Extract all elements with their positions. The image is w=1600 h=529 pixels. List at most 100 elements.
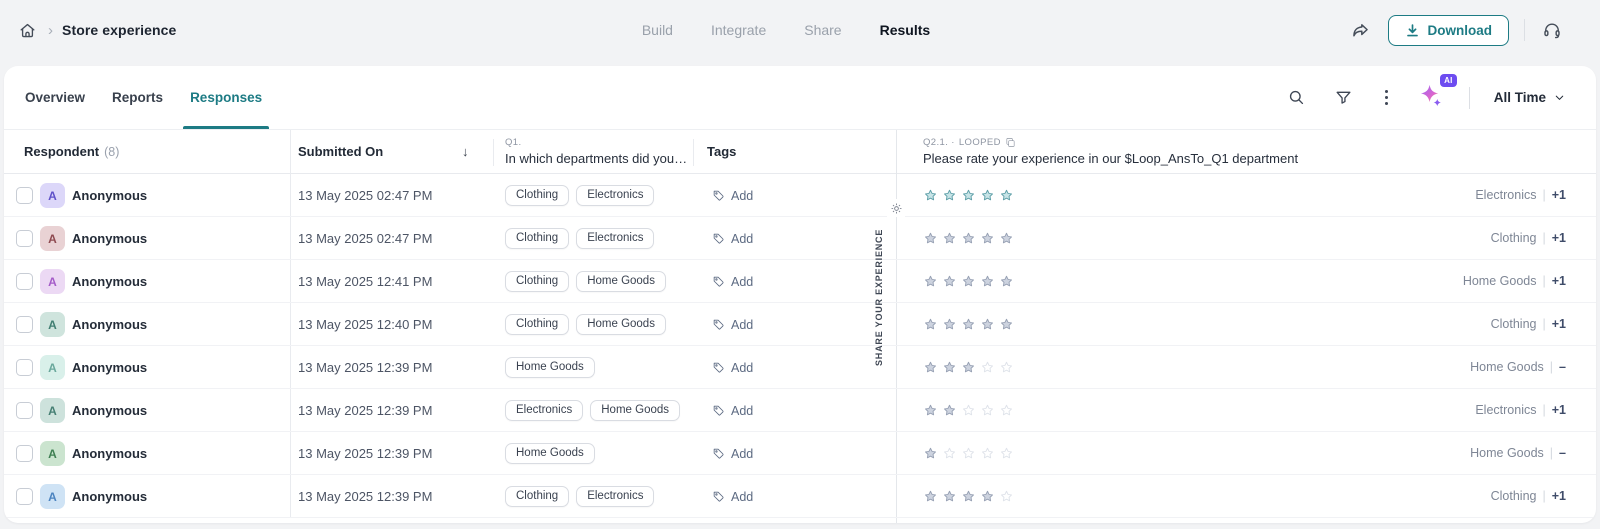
share-forward-icon — [1352, 23, 1368, 36]
star-icon — [982, 189, 993, 201]
rating-separator: | — [1542, 188, 1546, 202]
home-button[interactable] — [16, 19, 39, 42]
add-tag-button[interactable]: Add — [712, 217, 753, 260]
department-chip: Electronics — [576, 486, 655, 507]
table-row[interactable]: A Anonymous 13 May 2025 12:39 PM Electro… — [4, 389, 1596, 432]
add-tag-button[interactable]: Add — [712, 260, 753, 303]
table-row[interactable]: A Anonymous 13 May 2025 12:40 PM Clothin… — [4, 303, 1596, 346]
star-icon — [982, 361, 993, 373]
nav-results[interactable]: Results — [879, 22, 931, 38]
star-icon — [982, 232, 993, 244]
row-checkbox[interactable] — [16, 316, 33, 333]
add-tag-button[interactable]: Add — [712, 389, 753, 432]
submitted-on-value: 13 May 2025 12:39 PM — [298, 446, 433, 461]
table-row[interactable]: A Anonymous 13 May 2025 12:39 PM Home Go… — [4, 346, 1596, 389]
add-tag-button[interactable]: Add — [712, 432, 753, 475]
avatar: A — [40, 398, 65, 423]
row-checkbox[interactable] — [16, 402, 33, 419]
tag-icon — [713, 319, 724, 330]
results-card: Overview Reports Responses — [4, 66, 1596, 523]
column-divider — [493, 139, 494, 166]
star-icon — [982, 318, 993, 330]
row-checkbox[interactable] — [16, 359, 33, 376]
department-chip: Clothing — [505, 314, 570, 335]
department-chip: Home Goods — [576, 314, 666, 335]
table-row[interactable]: A Anonymous 13 May 2025 12:39 PM Home Go… — [4, 432, 1596, 475]
topbar-actions: Download — [1348, 0, 1600, 60]
support-button[interactable] — [1540, 18, 1564, 42]
rating-department: Clothing — [1490, 317, 1537, 331]
rating-department: Home Goods — [1470, 446, 1544, 460]
star-icon — [963, 189, 974, 201]
q2-question: Please rate your experience in our $Loop… — [923, 151, 1299, 166]
survey-title[interactable]: Store experience — [62, 22, 177, 38]
tag-icon — [713, 276, 724, 287]
rating-summary: Clothing | +1 — [1491, 303, 1566, 346]
avatar: A — [40, 355, 65, 380]
filter-funnel-icon — [1336, 91, 1351, 104]
tab-reports[interactable]: Reports — [112, 66, 163, 129]
tab-overview[interactable]: Overview — [25, 66, 85, 129]
avatar: A — [40, 226, 65, 251]
respondent-name: Anonymous — [72, 274, 148, 289]
row-checkbox[interactable] — [16, 230, 33, 247]
rating-summary: Home Goods | – — [1470, 346, 1566, 389]
sort-descending-icon[interactable]: ↓ — [462, 144, 469, 159]
q1-answer-chips: Home Goods — [505, 346, 595, 389]
department-chip: Clothing — [505, 486, 570, 507]
chevron-down-icon — [1555, 95, 1564, 100]
add-tag-button[interactable]: Add — [712, 475, 753, 518]
filter-button[interactable] — [1332, 86, 1355, 109]
star-icon — [982, 404, 993, 416]
table-header: Respondent (8) Submitted On ↓ Q1. In whic… — [4, 130, 1596, 174]
q1-answer-chips: Home Goods — [505, 432, 595, 475]
rating-stars — [923, 188, 1014, 203]
header-q1: Q1. In which departments did you… — [505, 137, 687, 166]
star-icon — [925, 189, 936, 201]
table-row[interactable]: A Anonymous 13 May 2025 12:41 PM Clothin… — [4, 260, 1596, 303]
header-submitted-on[interactable]: Submitted On — [298, 144, 384, 159]
nav-integrate[interactable]: Integrate — [710, 22, 767, 38]
header-q2: Q2.1. · LOOPED Please rate your experien… — [923, 137, 1298, 166]
share-survey-button[interactable] — [1348, 18, 1373, 43]
nav-share[interactable]: Share — [804, 22, 842, 38]
q1-question: In which departments did you… — [505, 151, 688, 166]
kebab-menu-icon[interactable] — [1379, 87, 1394, 108]
nav-build[interactable]: Build — [641, 22, 673, 38]
q1-answer-chips: Electronics Home Goods — [505, 389, 681, 432]
row-checkbox[interactable] — [16, 488, 33, 505]
time-filter-dropdown[interactable]: All Time — [1494, 90, 1566, 105]
respondent-name: Anonymous — [72, 188, 148, 203]
search-button[interactable] — [1285, 86, 1308, 109]
table-row[interactable]: A Anonymous 13 May 2025 12:39 PM Clothin… — [4, 475, 1596, 518]
tag-icon — [713, 233, 724, 244]
rating-stars — [923, 446, 1014, 461]
add-tag-button[interactable]: Add — [712, 346, 753, 389]
department-chip: Clothing — [505, 271, 570, 292]
add-tag-button[interactable]: Add — [712, 174, 753, 217]
rating-department: Clothing — [1490, 489, 1537, 503]
star-icon — [925, 318, 936, 330]
download-button[interactable]: Download — [1387, 14, 1509, 46]
row-checkbox[interactable] — [16, 273, 33, 290]
row-checkbox[interactable] — [16, 187, 33, 204]
rating-stars — [923, 360, 1014, 375]
ai-assistant-button[interactable]: AI — [1418, 73, 1457, 114]
star-icon — [1001, 490, 1012, 502]
q2-looped-badge: LOOPED — [958, 137, 1001, 148]
submitted-on-value: 13 May 2025 12:39 PM — [298, 360, 433, 375]
download-label: Download — [1427, 22, 1493, 38]
table-row[interactable]: A Anonymous 13 May 2025 02:47 PM Clothin… — [4, 174, 1596, 217]
respondent-name: Anonymous — [72, 489, 148, 504]
frozen-pane-divider — [896, 130, 897, 523]
row-checkbox[interactable] — [16, 445, 33, 462]
table-row[interactable]: A Anonymous 13 May 2025 02:47 PM Clothin… — [4, 217, 1596, 260]
star-icon — [1001, 404, 1012, 416]
respondent-name: Anonymous — [72, 317, 148, 332]
star-icon — [1001, 232, 1012, 244]
add-tag-button[interactable]: Add — [712, 303, 753, 346]
pane-settings-button[interactable] — [887, 199, 905, 217]
submitted-on-value: 13 May 2025 02:47 PM — [298, 188, 433, 203]
tab-responses[interactable]: Responses — [183, 66, 270, 129]
